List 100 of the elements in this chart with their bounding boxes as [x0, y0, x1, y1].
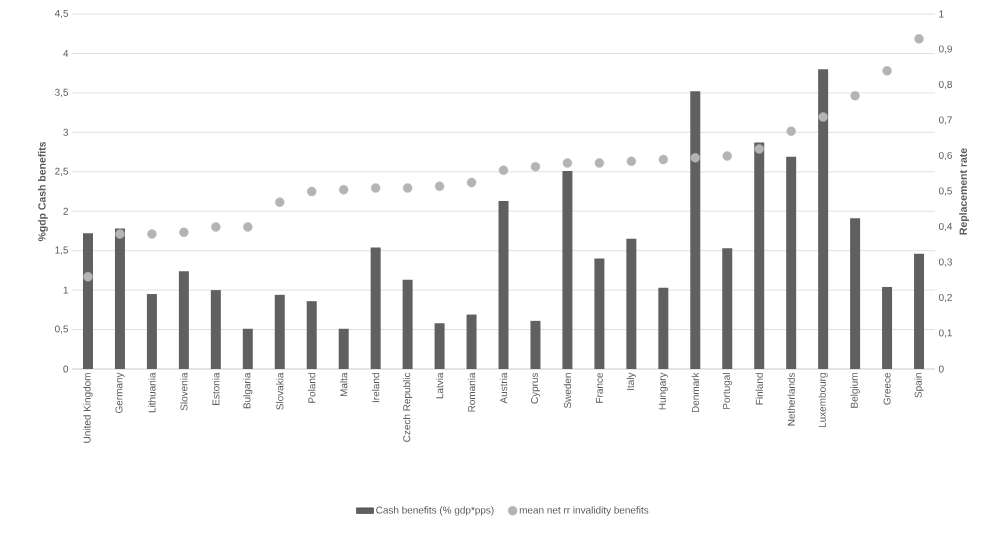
point: [786, 126, 796, 136]
y-tick-label: 1: [63, 286, 68, 294]
x-tick-label: Hungary: [658, 372, 668, 410]
bar: [306, 301, 317, 369]
point: [818, 112, 828, 122]
point: [147, 229, 157, 239]
x-tick-label: Romania: [467, 372, 476, 412]
x-tick-label: Portugal: [722, 373, 732, 409]
y2-tick-label: 0,2: [938, 293, 952, 303]
y-tick-label: 2,5: [55, 167, 69, 176]
y-axis-title: %gdp Cash benefits: [38, 141, 48, 242]
point: [243, 222, 253, 232]
bar: [370, 247, 381, 369]
y-tick-label: 4: [63, 50, 69, 57]
x-tick-label: Bulgaria: [243, 372, 253, 409]
point: [179, 227, 189, 238]
y2-tick-label: 0,6: [938, 151, 952, 161]
point: [722, 151, 732, 161]
y2-tick-label: 1: [939, 10, 944, 18]
x-tick-label: Ireland: [372, 373, 380, 403]
bar: [82, 233, 93, 369]
bar: [786, 156, 797, 369]
x-tick-label: Greece: [883, 372, 891, 405]
bar: [914, 253, 925, 369]
x-tick-label: Poland: [308, 373, 316, 403]
x-tick-label: Spain: [914, 373, 924, 398]
point: [530, 161, 541, 172]
point: [850, 90, 860, 101]
bar: [434, 323, 445, 369]
x-tick-label: Slovakia: [276, 372, 284, 410]
point: [690, 153, 700, 163]
x-tick-label: Lithuania: [148, 372, 156, 413]
y2-tick-label: 0,9: [938, 45, 952, 54]
x-tick-label: Austria: [499, 372, 508, 404]
x-tick-label: Finland: [755, 373, 763, 405]
y2-tick-label: 0,8: [938, 80, 952, 90]
x-tick-label: Slovenia: [180, 372, 188, 411]
x-tick-label: Netherlands: [787, 372, 795, 426]
x-tick-label: Belgium: [850, 373, 860, 408]
x-tick-label: Italy: [626, 372, 636, 390]
y2-tick-label: 0,3: [938, 258, 952, 267]
point: [115, 229, 125, 239]
bar: [626, 238, 637, 369]
bar: [594, 258, 605, 369]
point: [562, 158, 573, 168]
y-tick-label: 3: [63, 128, 69, 136]
bar: [242, 328, 253, 369]
bar: [402, 279, 413, 369]
bar: [818, 69, 829, 369]
bar: [338, 328, 349, 369]
point: [402, 183, 413, 193]
point: [658, 154, 669, 165]
y-tick-label: 0: [63, 365, 69, 373]
point: [754, 144, 764, 154]
y-tick-label: 4,5: [54, 9, 69, 19]
x-tick-label: Denmark: [691, 372, 699, 413]
x-tick-label: Cyprus: [530, 372, 540, 404]
bar: [690, 91, 701, 369]
bar: [882, 286, 893, 369]
point: [498, 165, 509, 175]
point: [466, 177, 477, 188]
point: [594, 158, 605, 168]
bar: [754, 142, 765, 369]
point: [211, 222, 221, 232]
point: [914, 34, 924, 44]
x-tick-label: Sweden: [563, 373, 572, 409]
y-tick-label: 2: [63, 207, 68, 215]
bar: [530, 320, 541, 369]
x-tick-label: Germany: [115, 372, 125, 413]
point: [626, 156, 637, 167]
x-tick-label: Malta: [340, 372, 348, 397]
x-tick-label: Luxembourg: [818, 373, 828, 428]
x-tick-label: France: [595, 372, 603, 403]
bar: [722, 248, 733, 369]
bar: [114, 228, 125, 369]
legend-label: mean net rr invalidity benefits: [519, 506, 649, 516]
point: [83, 272, 93, 282]
point: [882, 66, 892, 76]
bar: [210, 290, 221, 369]
y2-tick-label: 0,5: [938, 187, 952, 196]
point: [307, 186, 317, 197]
y2-axis-title: Replacement rate: [959, 148, 969, 235]
bar: [850, 218, 861, 369]
point: [434, 181, 445, 191]
point: [338, 185, 349, 195]
x-tick-label: Estonia: [212, 372, 220, 405]
bar: [498, 200, 509, 369]
bar: [466, 314, 477, 369]
y2-tick-label: 0,4: [938, 222, 953, 232]
x-tick-label: Czech Republic: [402, 372, 413, 442]
x-tick-label: United Kingdom: [83, 373, 93, 443]
y2-tick-label: 0,1: [938, 329, 952, 338]
point: [370, 183, 381, 193]
y-tick-label: 0,5: [55, 325, 69, 334]
y2-tick-label: 0,7: [938, 116, 952, 125]
bar: [562, 170, 573, 369]
bar: [146, 294, 157, 369]
legend-label: Cash benefits (% gdp*pps): [376, 506, 494, 516]
bar: [178, 271, 189, 369]
x-tick-label: Latvia: [435, 372, 444, 399]
